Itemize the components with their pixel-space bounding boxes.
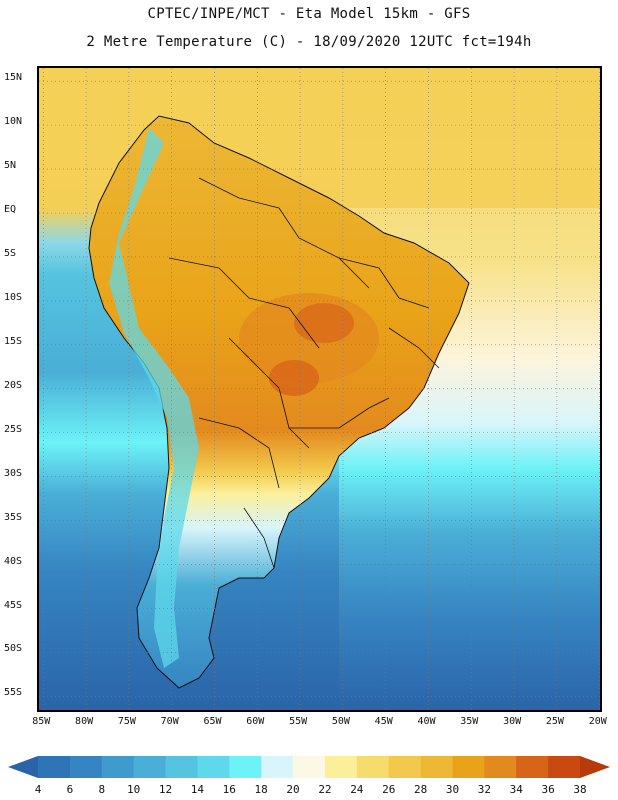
latitude-tick-label: 20S	[4, 379, 23, 391]
andes-cool-strip	[109, 128, 199, 668]
colorbar-tick-label: 20	[286, 783, 300, 796]
longitude-tick-label: 55W	[289, 716, 308, 727]
longitude-tick-label: 45W	[374, 716, 393, 727]
colorbar-cell	[101, 756, 135, 778]
colorbar-cell	[69, 756, 103, 778]
colorbar-cell	[197, 756, 230, 778]
colorbar-tick-label: 6	[66, 783, 74, 796]
colorbar-high-arrow	[580, 756, 610, 778]
colorbar-cell	[38, 756, 71, 778]
colorbar-tick-label: 26	[382, 783, 396, 796]
colorbar-cell	[356, 756, 390, 778]
colorbar-tick-label: 4	[34, 783, 42, 796]
longitude-tick-label: 35W	[460, 716, 479, 727]
longitude-tick-label: 25W	[545, 716, 564, 727]
field-title: 2 Metre Temperature (C) - 18/09/2020 12U…	[86, 34, 532, 50]
latitude-tick-label: 50S	[4, 643, 23, 655]
latitude-tick-label: 15N	[4, 72, 23, 84]
colorbar-cell	[261, 756, 294, 778]
latitude-tick-label: 30S	[4, 467, 23, 479]
latitude-tick-label: 10N	[4, 116, 23, 128]
colorbar-cell	[229, 756, 262, 778]
latitude-tick-label: 25S	[4, 423, 23, 435]
colorbar-tick-label: 8	[98, 783, 106, 796]
colorbar-tick-label: 34	[509, 783, 523, 796]
longitude-tick-label: 65W	[203, 716, 222, 727]
colorbar-tick-label: 32	[477, 783, 491, 796]
hottest-zone	[269, 360, 319, 396]
latitude-tick-label: 55S	[4, 687, 23, 699]
colorbar-tick-label: 24	[350, 783, 364, 796]
longitude-tick-label: 60W	[246, 716, 265, 727]
colorbar-tick-label: 14	[190, 783, 205, 796]
colorbar-tick-label: 30	[445, 783, 460, 796]
hot-zone-north	[294, 303, 354, 343]
colorbar-low-arrow	[8, 756, 38, 778]
longitude-tick-label: 85W	[32, 716, 51, 727]
longitude-tick-label: 80W	[75, 716, 94, 727]
colorbar-cell	[452, 756, 485, 778]
colorbar-cell	[324, 756, 358, 778]
longitude-tick-label: 50W	[331, 716, 350, 727]
model-title: CPTEC/INPE/MCT - Eta Model 15km - GFS	[147, 6, 471, 22]
colorbar-cell	[516, 756, 549, 778]
colorbar-tick-label: 12	[158, 783, 173, 796]
longitude-tick-label: 70W	[160, 716, 179, 727]
colorbar-tick-label: 28	[413, 783, 428, 796]
colorbar-cell	[133, 756, 167, 778]
latitude-tick-label: 35S	[4, 511, 23, 523]
colorbar-tick-label: 10	[127, 783, 141, 796]
colorbar-tick-label: 38	[573, 783, 587, 796]
latitude-tick-label: 15S	[4, 335, 23, 347]
map-canvas	[39, 68, 600, 710]
south-america-landmass	[88, 115, 470, 689]
longitude-tick-label: 20W	[588, 716, 607, 727]
temperature-colorbar	[8, 756, 610, 778]
longitude-tick-label: 30W	[503, 716, 522, 727]
latitude-tick-label: 5N	[4, 160, 17, 172]
colorbar-tick-label: 22	[318, 783, 332, 796]
colorbar-cell	[165, 756, 198, 778]
colorbar-cell	[548, 756, 581, 778]
longitude-tick-label: 40W	[417, 716, 436, 727]
temperature-map	[37, 66, 602, 712]
colorbar-cell	[388, 756, 422, 778]
colorbar-cell	[293, 756, 326, 778]
colorbar-tick-label: 16	[222, 783, 236, 796]
latitude-tick-label: 40S	[4, 555, 23, 567]
latitude-tick-label: 10S	[4, 291, 23, 303]
latitude-tick-label: 5S	[4, 247, 17, 259]
colorbar-tick-label: 36	[541, 783, 555, 796]
latitude-tick-label: 45S	[4, 599, 23, 611]
latitude-tick-label: EQ	[4, 204, 17, 216]
colorbar-cell	[484, 756, 517, 778]
country-borders	[168, 177, 440, 569]
colorbar-tick-label: 18	[254, 783, 268, 796]
colorbar-cell	[420, 756, 453, 778]
longitude-tick-label: 75W	[117, 716, 136, 727]
